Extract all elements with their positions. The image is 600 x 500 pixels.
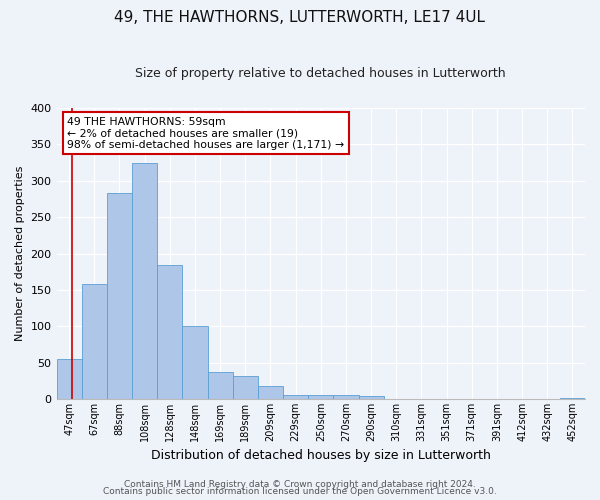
Bar (308, 396, 334, 399)
Bar (560, 398, 585, 399)
Bar (82, 284, 107, 399)
Text: 49, THE HAWTHORNS, LUTTERWORTH, LE17 4UL: 49, THE HAWTHORNS, LUTTERWORTH, LE17 4UL (115, 10, 485, 25)
Bar (157, 265, 182, 399)
Bar (107, 193, 132, 399)
Text: Contains public sector information licensed under the Open Government Licence v3: Contains public sector information licen… (103, 487, 497, 496)
Text: 49 THE HAWTHORNS: 59sqm
← 2% of detached houses are smaller (19)
98% of semi-det: 49 THE HAWTHORNS: 59sqm ← 2% of detached… (67, 117, 344, 150)
Bar (334, 396, 359, 399)
Bar (359, 396, 383, 399)
X-axis label: Distribution of detached houses by size in Lutterworth: Distribution of detached houses by size … (151, 450, 491, 462)
Bar (56, 359, 82, 399)
Bar (258, 386, 283, 399)
Title: Size of property relative to detached houses in Lutterworth: Size of property relative to detached ho… (136, 68, 506, 80)
Bar (283, 394, 308, 399)
Bar (132, 162, 157, 399)
Bar (233, 376, 258, 399)
Text: Contains HM Land Registry data © Crown copyright and database right 2024.: Contains HM Land Registry data © Crown c… (124, 480, 476, 489)
Bar (208, 372, 233, 399)
Bar (182, 326, 208, 399)
Y-axis label: Number of detached properties: Number of detached properties (15, 166, 25, 341)
